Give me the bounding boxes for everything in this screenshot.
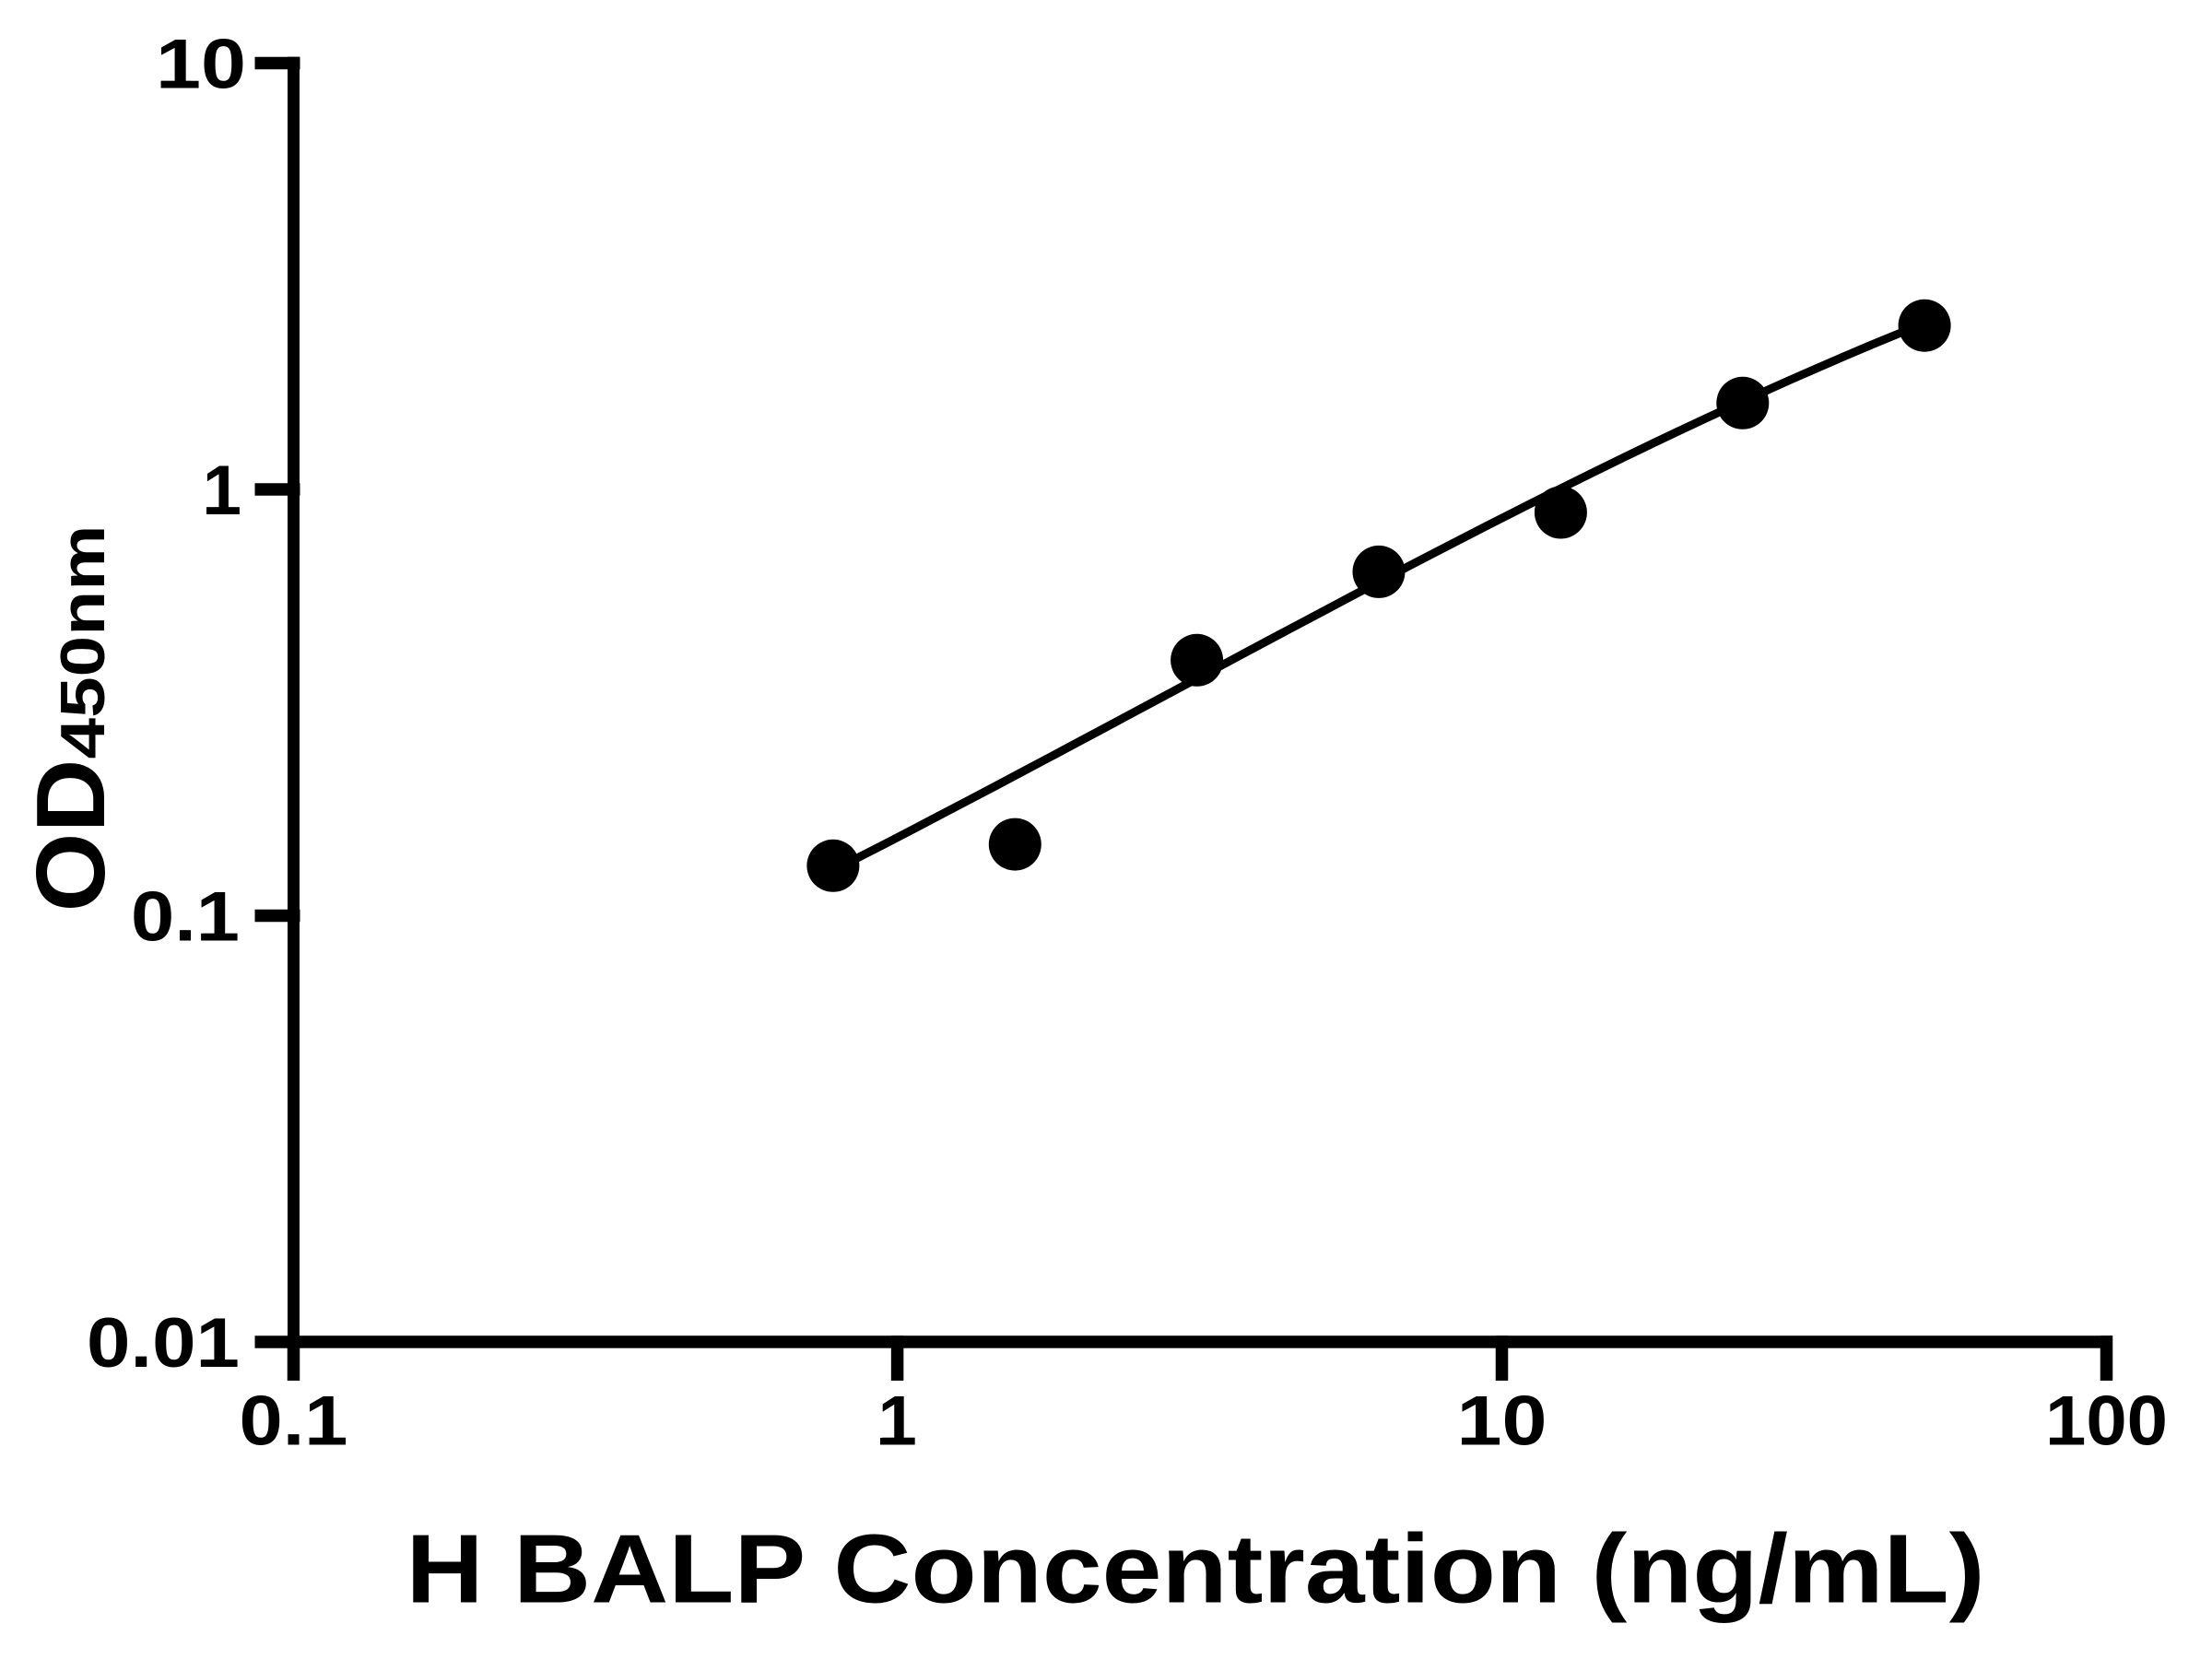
svg-text:100: 100 (2045, 1382, 2168, 1461)
svg-text:OD450nm: OD450nm (17, 525, 125, 912)
svg-text:1: 1 (877, 1382, 916, 1461)
svg-text:10: 10 (156, 25, 246, 103)
svg-text:0.01: 0.01 (87, 1304, 240, 1382)
svg-text:10: 10 (1457, 1382, 1547, 1461)
svg-text:0.1: 0.1 (131, 877, 240, 956)
svg-text:0.1: 0.1 (240, 1382, 348, 1461)
svg-text:H BALP Concentration (ng/mL): H BALP Concentration (ng/mL) (406, 1514, 1985, 1623)
svg-text:1: 1 (203, 452, 241, 530)
